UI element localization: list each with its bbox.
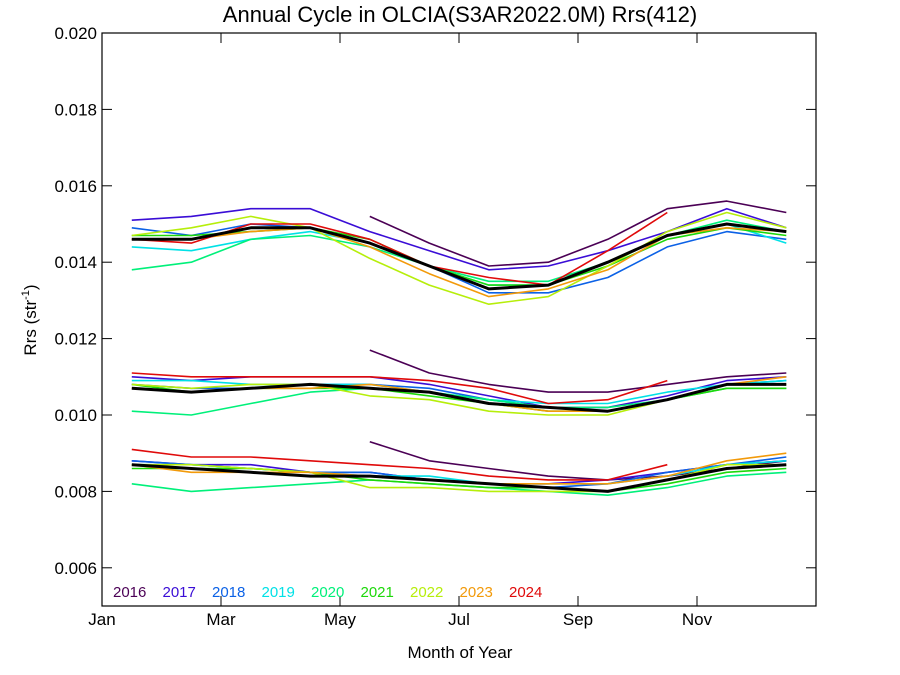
y-tick-label: 0.014 [54,253,97,272]
y-tick-label: 0.020 [54,24,97,43]
legend-item-2017: 2017 [163,584,196,601]
y-tick-label: 0.010 [54,406,97,425]
legend-item-2019: 2019 [262,584,295,601]
mean-line-middle [131,382,787,413]
legend-item-2016: 2016 [113,584,146,601]
series-line-2023-upper [131,227,787,298]
legend-item-2021: 2021 [361,584,394,601]
plot-frame [101,32,817,607]
x-axis-label: Month of Year [408,643,513,662]
legend: 2016 2017 2018 2019 2020 2021 2022 2023 2024 [113,584,542,601]
series-line-2022-upper [131,211,787,306]
legend-item-2023: 2023 [460,584,493,601]
y-tick-label: 0.006 [54,559,97,578]
series-line-2016-upper [369,200,787,267]
y-tick-label: 0.008 [54,482,97,501]
y-tick-label: 0.012 [54,330,97,349]
series-line-2024-middle [131,372,668,405]
legend-item-2024: 2024 [509,584,542,601]
x-tick-label: Sep [563,610,593,629]
y-axis-label-superscript: -1 [20,290,32,300]
y-tick-label: 0.016 [54,177,97,196]
chart-title: Annual Cycle in OLCIA(S3AR2022.0M) Rrs(4… [223,2,697,27]
series-line-2017-upper [131,207,787,271]
mean-line-lower [131,463,787,493]
legend-item-2020: 2020 [311,584,344,601]
series-line-2018-upper [131,223,787,294]
x-tick-label: Nov [682,610,713,629]
x-tick-label: Jul [448,610,470,629]
x-tick-label: Jan [88,610,115,629]
y-axis-label-close: ) [21,284,40,290]
y-axis-label-main: Rrs (str [21,300,40,356]
mean-line-upper [131,222,787,291]
axis-ticks: 0.006 0.008 0.010 0.012 0.014 0.016 0.018 0.020… [54,24,816,629]
series-line-2024-lower [131,448,668,481]
legend-item-2018: 2018 [212,584,245,601]
series-line-2020-middle [131,387,787,416]
legend-item-2022: 2022 [410,584,443,601]
y-tick-label: 0.018 [54,100,97,119]
x-tick-label: Mar [206,610,236,629]
series-line-2016-middle [369,349,787,393]
x-tick-label: May [324,610,357,629]
y-axis-label: Rrs (str-1) [20,284,40,355]
series-lines [131,200,787,497]
